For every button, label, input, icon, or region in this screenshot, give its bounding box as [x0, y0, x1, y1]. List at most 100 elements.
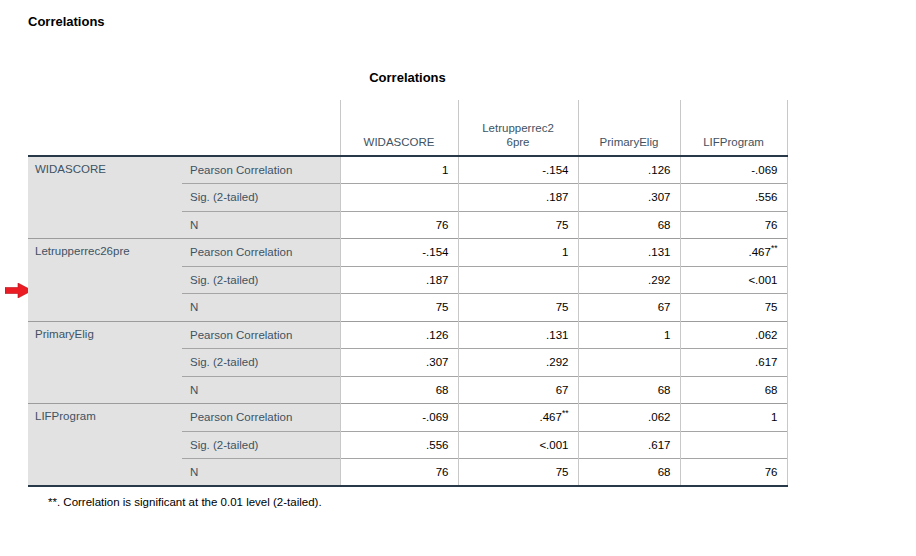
cell-value: 75 [765, 301, 778, 313]
value-cell: .617 [680, 349, 787, 377]
value-cell: 75 [458, 459, 578, 487]
value-cell: -.069 [680, 156, 787, 184]
cell-value: <.001 [539, 439, 568, 451]
value-cell: .467** [458, 404, 578, 432]
output-section-heading: Correlations [28, 14, 105, 29]
correlations-table[interactable]: WIDASCORELetrupperrec2 6prePrimaryEligLI… [28, 100, 788, 487]
cell-value: .307 [426, 356, 448, 368]
row-variable-label: PrimaryElig [28, 321, 182, 404]
value-cell: 76 [680, 459, 787, 487]
value-cell: 76 [340, 459, 458, 487]
column-header: PrimaryElig [578, 100, 680, 156]
cell-value: 75 [556, 301, 569, 313]
value-cell: .187 [458, 184, 578, 212]
row-statistic-label: N [182, 211, 340, 239]
cell-value: 67 [556, 384, 569, 396]
cell-value: 75 [436, 301, 449, 313]
value-cell: 76 [680, 211, 787, 239]
cell-value: -.154 [422, 246, 448, 258]
row-statistic-label: Pearson Correlation [182, 239, 340, 267]
row-statistic-label: Sig. (2-tailed) [182, 184, 340, 212]
value-cell: -.069 [340, 404, 458, 432]
row-statistic-label: Pearson Correlation [182, 156, 340, 184]
column-header: WIDASCORE [340, 100, 458, 156]
cell-value: 68 [765, 384, 778, 396]
value-cell [458, 266, 578, 294]
cell-value: 67 [658, 301, 671, 313]
value-cell [578, 349, 680, 377]
cell-value: 76 [765, 219, 778, 231]
cell-value: 68 [658, 219, 671, 231]
table-row: WIDASCOREPearson Correlation1-.154.126-.… [28, 156, 787, 184]
cell-value: 68 [658, 466, 671, 478]
value-cell: .292 [458, 349, 578, 377]
cell-value: .292 [648, 274, 670, 286]
value-cell: .556 [340, 431, 458, 459]
cell-value: .467 [748, 246, 770, 258]
output-viewer-pane: Correlations Correlations WIDASCORELetru… [0, 0, 916, 556]
value-cell: .187 [340, 266, 458, 294]
cell-value: .556 [755, 191, 777, 203]
cell-value: .187 [426, 274, 448, 286]
value-cell: .617 [578, 431, 680, 459]
cell-value: .617 [648, 439, 670, 451]
value-cell: .131 [458, 321, 578, 349]
value-cell: 68 [340, 376, 458, 404]
cell-value: .126 [648, 164, 670, 176]
value-cell: <.001 [458, 431, 578, 459]
table-title: Correlations [28, 68, 787, 88]
row-variable-label: LIFProgram [28, 404, 182, 487]
value-cell: 1 [680, 404, 787, 432]
cell-value: 75 [556, 219, 569, 231]
cell-value: 76 [436, 219, 449, 231]
value-cell: 1 [578, 321, 680, 349]
value-cell: 76 [340, 211, 458, 239]
value-cell: 67 [578, 294, 680, 322]
value-cell: .131 [578, 239, 680, 267]
cell-value: -.069 [422, 411, 448, 423]
cell-value: -.154 [542, 164, 568, 176]
value-cell: 1 [458, 239, 578, 267]
column-header: Letrupperrec2 6pre [458, 100, 578, 156]
cell-value: 1 [442, 164, 448, 176]
cell-value: .307 [648, 191, 670, 203]
stub-header-spacer [182, 100, 340, 156]
row-variable-label: WIDASCORE [28, 156, 182, 239]
value-cell: 75 [458, 294, 578, 322]
cell-value: <.001 [748, 274, 777, 286]
row-variable-label: Letrupperrec26pre [28, 239, 182, 322]
cell-value: .187 [546, 191, 568, 203]
value-cell [680, 431, 787, 459]
value-cell [340, 184, 458, 212]
value-cell: <.001 [680, 266, 787, 294]
significance-marker: ** [771, 243, 778, 253]
stub-header-spacer [28, 100, 182, 156]
value-cell: .307 [340, 349, 458, 377]
cell-value: .467 [539, 411, 561, 423]
cell-value: 1 [771, 411, 777, 423]
table-row: LIFProgramPearson Correlation-.069.467**… [28, 404, 787, 432]
value-cell: 75 [680, 294, 787, 322]
row-statistic-label: Sig. (2-tailed) [182, 349, 340, 377]
cell-value: 68 [658, 384, 671, 396]
value-cell: .062 [578, 404, 680, 432]
significance-footnote: **. Correlation is significant at the 0.… [48, 496, 787, 508]
cell-value: .126 [426, 329, 448, 341]
value-cell: 68 [578, 459, 680, 487]
value-cell: 75 [340, 294, 458, 322]
value-cell: .292 [578, 266, 680, 294]
row-statistic-label: N [182, 294, 340, 322]
value-cell: -.154 [458, 156, 578, 184]
row-statistic-label: Pearson Correlation [182, 404, 340, 432]
value-cell: .126 [578, 156, 680, 184]
table-row: PrimaryEligPearson Correlation.126.1311.… [28, 321, 787, 349]
cell-value: .617 [755, 356, 777, 368]
value-cell: .062 [680, 321, 787, 349]
row-statistic-label: Sig. (2-tailed) [182, 266, 340, 294]
row-statistic-label: Sig. (2-tailed) [182, 431, 340, 459]
value-cell: 67 [458, 376, 578, 404]
value-cell: 68 [578, 376, 680, 404]
value-cell: 75 [458, 211, 578, 239]
value-cell: 68 [578, 211, 680, 239]
column-header: LIFProgram [680, 100, 787, 156]
